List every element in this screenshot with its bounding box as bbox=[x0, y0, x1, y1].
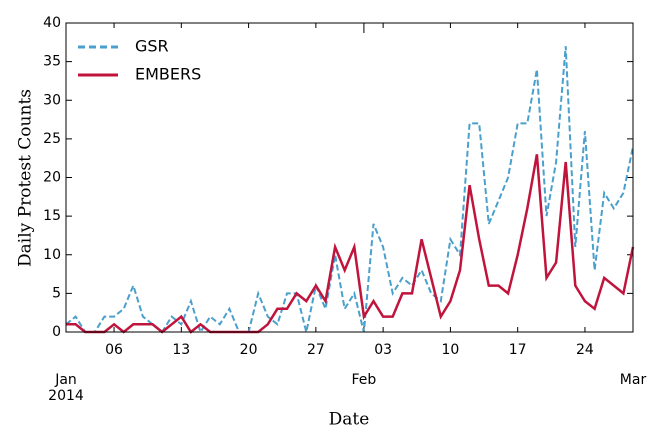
y-tick-label: 20 bbox=[43, 170, 61, 186]
y-tick-label: 40 bbox=[43, 15, 61, 31]
legend-label: EMBERS bbox=[135, 65, 201, 84]
legend-label: GSR bbox=[135, 37, 169, 56]
plot-frame bbox=[65, 22, 634, 333]
y-tick-label: 25 bbox=[43, 131, 61, 147]
y-tick-label: 0 bbox=[52, 324, 61, 340]
y-tick-label: 10 bbox=[43, 247, 61, 263]
x-tick-label: Mar bbox=[619, 372, 647, 388]
x-axis-label: Date bbox=[329, 410, 370, 430]
y-tick-label: 15 bbox=[43, 208, 61, 224]
x-tick-label: 03 bbox=[374, 342, 393, 358]
y-tick-label: 35 bbox=[43, 54, 61, 70]
y-tick-label: 5 bbox=[52, 285, 61, 301]
x-tick-label: Feb bbox=[351, 372, 377, 388]
x-tick-label: 27 bbox=[306, 342, 325, 358]
data-line bbox=[65, 46, 634, 335]
data-line bbox=[66, 154, 635, 334]
x-tick-label: 10 bbox=[441, 342, 460, 358]
x-tick-label: 13 bbox=[172, 342, 191, 358]
x-tick-label: Jan 2014 bbox=[48, 372, 84, 404]
y-tick-label: 30 bbox=[43, 92, 61, 108]
y-axis-label: Daily Protest Counts bbox=[16, 89, 36, 267]
x-tick-label: 06 bbox=[105, 342, 123, 358]
x-tick-label: 20 bbox=[239, 342, 258, 358]
x-tick-label: 17 bbox=[508, 342, 527, 358]
x-tick-label: 24 bbox=[576, 342, 594, 358]
